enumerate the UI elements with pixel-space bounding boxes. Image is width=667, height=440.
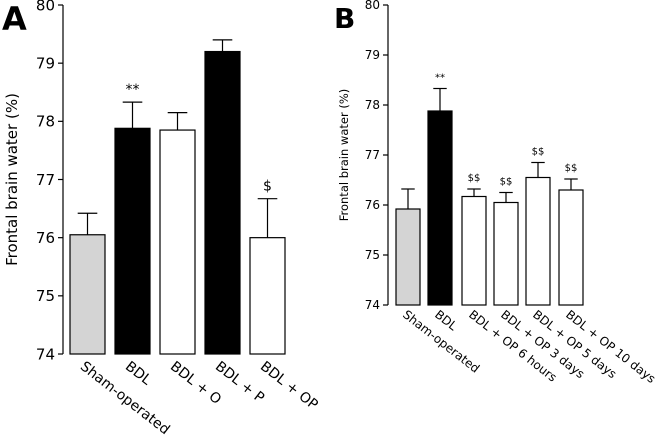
- panel-a-category-label: BDL + OP: [257, 359, 321, 414]
- panel-a-y-tick-label: 79: [36, 54, 55, 72]
- panel-a-bar: [114, 127, 151, 355]
- panel-a-bar: [159, 129, 196, 355]
- panel-b-significance-mark: $$: [468, 173, 481, 184]
- panel-b-significance-mark: $$: [532, 147, 545, 158]
- panel-b-significance-mark: $$: [565, 163, 578, 174]
- panel-b-bar: [525, 176, 551, 306]
- panel-b-bar: [395, 208, 421, 306]
- panel-a-significance-mark: **: [126, 82, 140, 98]
- panel-b-bar: [427, 110, 453, 306]
- panel-a-bar: [249, 237, 286, 355]
- panel-b-significance-mark: **: [435, 73, 445, 84]
- panel-b-y-tick-label: 77: [365, 148, 380, 162]
- panel-b-y-tick-label: 80: [365, 0, 380, 12]
- panel-a-significance-mark: $: [263, 179, 272, 195]
- panel-a-y-tick-label: 76: [36, 229, 55, 247]
- panel-a-bar: [69, 234, 106, 355]
- panel-a-y-tick-label: 80: [36, 0, 55, 14]
- panel-a-y-tick-label: 74: [36, 345, 55, 363]
- panel-b-y-axis-label: Frontal brain water (%): [337, 89, 351, 222]
- panel-b-bar: [493, 201, 519, 306]
- panel-b-y-tick-label: 79: [365, 48, 380, 62]
- panel-a-y-axis-label: Frontal brain water (%): [3, 93, 21, 266]
- panel-b-y-tick-label: 76: [365, 198, 380, 212]
- panel-b-letter: B: [334, 2, 355, 35]
- panel-b-bar: [461, 195, 487, 306]
- panel-a-y-tick-label: 78: [36, 113, 55, 131]
- panel-a-bar: [204, 50, 241, 355]
- panel-b-y-tick-label: 78: [365, 98, 380, 112]
- panel-a-category-label: BDL: [122, 359, 154, 389]
- panel-a-letter: A: [2, 0, 27, 38]
- panel-b-y-tick-label: 75: [365, 248, 380, 262]
- panel-a-y-tick-label: 77: [36, 171, 55, 189]
- panel-a-y-tick-label: 75: [36, 287, 55, 305]
- panel-b-significance-mark: $$: [500, 177, 513, 188]
- panel-b-y-tick-label: 74: [365, 298, 380, 312]
- panel-b-bar: [558, 189, 584, 306]
